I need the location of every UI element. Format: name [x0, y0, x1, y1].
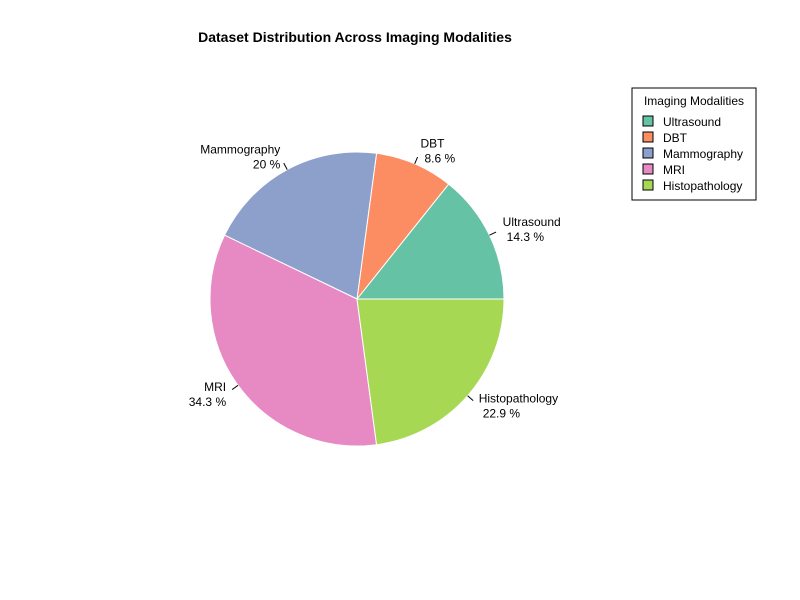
legend-swatch-dbt	[642, 131, 654, 143]
slice-ultrasound	[355, 183, 505, 300]
pie-slices	[209, 151, 505, 447]
legend-swatch-mammography	[642, 147, 654, 159]
slice-value-mri: 34.3 %	[189, 395, 227, 409]
slice-label-mri: MRI	[204, 380, 226, 394]
slice-histopathology	[356, 298, 505, 446]
label-tick-ultrasound	[489, 231, 497, 236]
legend-swatch-ultrasound	[642, 115, 654, 127]
label-tick-dbt	[414, 156, 419, 164]
legend-label-ultrasound: Ultrasound	[663, 115, 721, 129]
label-tick-mri	[231, 384, 239, 391]
slice-mri	[209, 234, 378, 447]
slice-value-dbt: 8.6 %	[424, 151, 455, 165]
label-tick-histopathology	[467, 395, 474, 402]
legend-label-dbt: DBT	[663, 131, 688, 145]
chart-title: Dataset Distribution Across Imaging Moda…	[198, 29, 512, 45]
slice-label-mammography: Mammography	[200, 143, 280, 157]
legend-label-histopathology: Histopathology	[663, 179, 742, 193]
legend-title: Imaging Modalities	[644, 94, 744, 108]
slice-value-mammography: 20 %	[253, 158, 281, 172]
legend-swatch-histopathology	[642, 179, 654, 191]
legend-label-mri: MRI	[663, 163, 685, 177]
legend: Imaging Modalities Ultrasound DBT Mammogra…	[631, 87, 757, 201]
slice-label-ultrasound: Ultrasound	[503, 215, 561, 229]
slice-mammography	[223, 151, 378, 300]
label-tick-mammography	[283, 162, 288, 170]
slice-label-histopathology: Histopathology	[479, 391, 558, 405]
legend-swatch-mri	[642, 163, 654, 175]
slice-value-histopathology: 22.9 %	[483, 406, 521, 420]
slice-label-dbt: DBT	[420, 136, 445, 150]
slice-value-ultrasound: 14.3 %	[507, 230, 545, 244]
legend-label-mammography: Mammography	[663, 147, 743, 161]
